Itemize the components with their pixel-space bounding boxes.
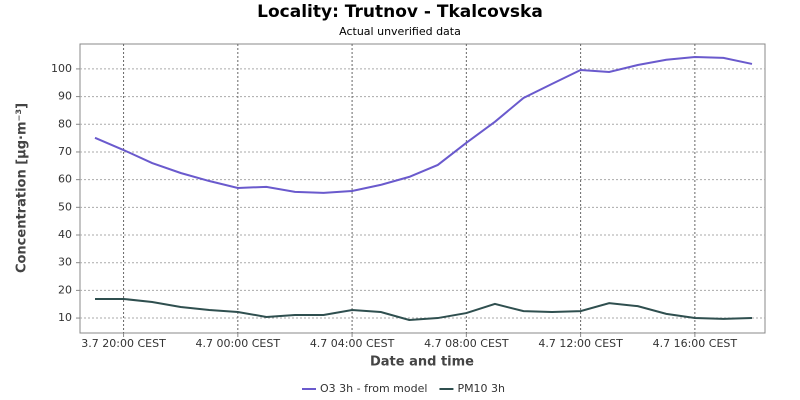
data-line — [95, 297, 753, 321]
legend-label: PM10 3h — [457, 382, 505, 395]
chart-subtitle: Actual unverified data — [339, 25, 461, 38]
y-tick-label: 30 — [58, 256, 72, 269]
y-tick-label: 100 — [51, 62, 72, 75]
y-tick-label: 90 — [58, 90, 72, 103]
x-tick-label: 4.7 08:00 CEST — [424, 337, 509, 350]
y-tick-label: 70 — [58, 145, 72, 158]
chart-title: Locality: Trutnov - Tkalcovska — [257, 2, 543, 22]
y-tick-label: 20 — [58, 283, 72, 296]
x-tick-label: 4.7 00:00 CEST — [196, 337, 281, 350]
x-tick-label: 4.7 16:00 CEST — [653, 337, 738, 350]
data-line — [94, 56, 753, 194]
y-tick-label: 60 — [58, 173, 72, 186]
y-tick-label: 80 — [58, 117, 72, 130]
plot-area — [79, 43, 766, 334]
y-tick-label: 10 — [58, 311, 72, 324]
legend-label: O3 3h - from model — [320, 382, 427, 395]
y-axis-label: Concentration [µg·m⁻³] — [15, 103, 30, 273]
x-tick-label: 4.7 12:00 CEST — [538, 337, 623, 350]
x-tick-label: 4.7 04:00 CEST — [310, 337, 395, 350]
x-tick-label: 3.7 20:00 CEST — [81, 337, 166, 350]
y-tick-label: 40 — [58, 228, 72, 241]
x-axis-label: Date and time — [370, 355, 474, 370]
y-tick-label: 50 — [58, 200, 72, 213]
